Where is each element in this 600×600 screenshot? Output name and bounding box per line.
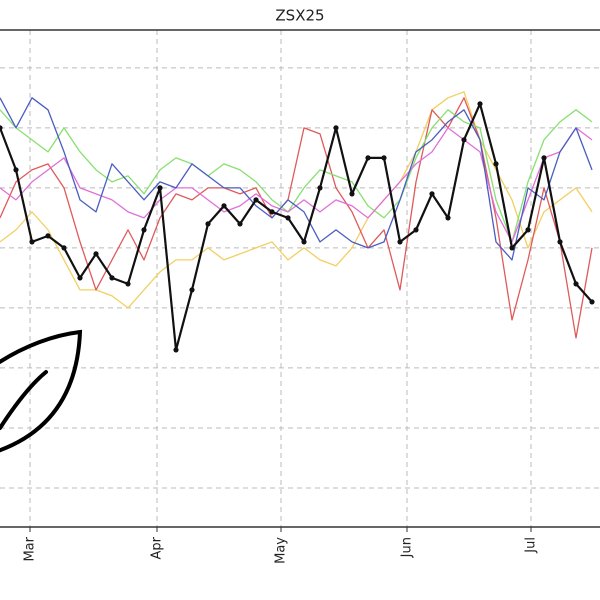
data-point (445, 215, 451, 221)
leaf-icon (0, 329, 83, 453)
data-point (173, 347, 179, 353)
data-point (349, 191, 355, 197)
data-point (285, 215, 291, 221)
data-point (269, 209, 275, 215)
x-tick-label: Jun (400, 537, 415, 558)
chart-title: ZSX25 (275, 7, 324, 25)
data-point (557, 239, 563, 245)
x-tick-label: Mar (23, 536, 38, 561)
data-point (205, 221, 211, 227)
data-point (141, 227, 147, 233)
series-line (0, 91, 593, 309)
data-point (45, 233, 51, 239)
series-line (0, 127, 593, 243)
data-point (93, 251, 99, 257)
data-point (525, 227, 531, 233)
data-point (589, 299, 595, 305)
data-point (477, 101, 483, 107)
leaf-vein (0, 370, 48, 430)
data-point (109, 275, 115, 281)
data-point (301, 239, 307, 245)
data-point (157, 185, 163, 191)
series-line (0, 97, 593, 261)
data-point (61, 245, 67, 251)
data-point (333, 125, 339, 131)
data-point (125, 281, 131, 287)
data-point (253, 197, 259, 203)
data-point (493, 161, 499, 167)
data-point (189, 287, 195, 293)
data-point (461, 137, 467, 143)
data-point (365, 155, 371, 161)
data-point (317, 185, 323, 191)
plot-area (0, 30, 600, 532)
series-line (0, 109, 593, 243)
x-tick-label: May (274, 537, 289, 564)
data-point (237, 221, 243, 227)
data-point (509, 245, 515, 251)
data-point (397, 239, 403, 245)
data-point (0, 125, 3, 131)
data-point (541, 155, 547, 161)
data-point (13, 167, 19, 173)
x-tick-label: Apr (150, 536, 165, 559)
data-point (429, 191, 435, 197)
series-line (0, 97, 593, 339)
data-point (77, 275, 83, 281)
data-point (573, 281, 579, 287)
data-point (29, 239, 35, 245)
data-point (381, 155, 387, 161)
data-point (413, 227, 419, 233)
x-tick-label: Jul (524, 537, 539, 554)
leaf-outline (0, 329, 83, 453)
series-line (0, 102, 593, 352)
data-point (221, 203, 227, 209)
